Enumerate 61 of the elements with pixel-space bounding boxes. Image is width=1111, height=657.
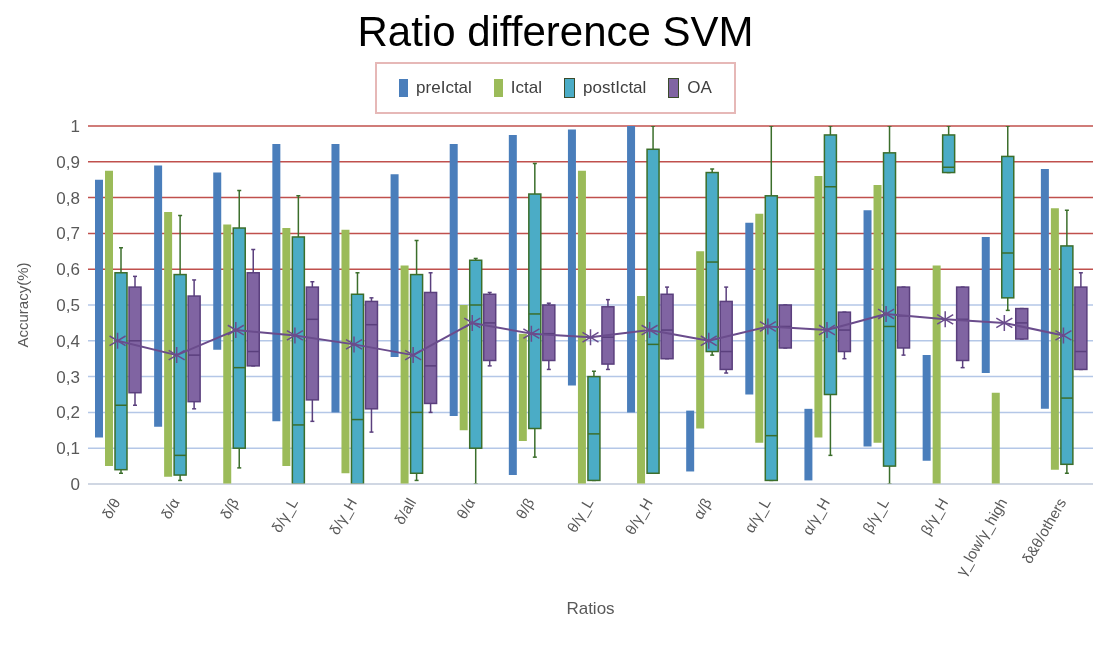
y-tick-label: 0,9 xyxy=(56,152,80,172)
point xyxy=(522,324,541,343)
bar xyxy=(981,236,990,374)
bar xyxy=(272,143,281,422)
legend-label: Ictal xyxy=(509,78,543,98)
y-tick-label: 0,1 xyxy=(56,439,80,459)
y-tick-label: 0,3 xyxy=(56,367,80,387)
bar xyxy=(991,392,1000,484)
y-tick-label: 0,4 xyxy=(56,331,80,351)
x-tick-label: δ/β xyxy=(216,494,243,522)
bar xyxy=(213,172,222,350)
y-tick-label: 0,2 xyxy=(56,403,80,423)
legend-label: postIctal xyxy=(582,78,647,98)
x-axis-title: Ratios xyxy=(566,599,615,618)
point xyxy=(108,332,127,350)
bar xyxy=(1040,168,1049,409)
bar xyxy=(567,129,576,386)
point xyxy=(699,332,718,350)
point xyxy=(995,314,1014,332)
legend-label: preIctal xyxy=(415,78,472,98)
point xyxy=(581,328,600,346)
y-tick-label: 0,8 xyxy=(56,188,80,208)
y-tick-label: 0,5 xyxy=(56,296,80,316)
bar xyxy=(577,170,586,484)
bar xyxy=(932,265,941,484)
x-tick-label: θ/β xyxy=(512,494,538,522)
point xyxy=(167,346,186,364)
bar xyxy=(686,410,695,472)
point xyxy=(463,314,482,332)
point xyxy=(286,326,304,345)
x-tick-label: θ/α xyxy=(452,494,479,522)
bar xyxy=(508,134,517,476)
bar xyxy=(804,408,813,481)
y-tick-label: 0,7 xyxy=(56,224,80,244)
legend-label: OA xyxy=(686,78,712,98)
point xyxy=(1054,326,1073,345)
bar xyxy=(95,179,103,438)
bar xyxy=(390,174,399,357)
point xyxy=(936,310,954,329)
bar xyxy=(627,126,636,413)
y-tick-label: 0,6 xyxy=(56,260,80,280)
point xyxy=(345,335,363,354)
bar xyxy=(331,143,340,413)
x-tick-label: δ/α xyxy=(157,494,183,522)
chart-title: Ratio difference SVM xyxy=(356,8,755,56)
y-axis-title: Accuracy(%) xyxy=(14,262,32,348)
y-tick-label: 0 xyxy=(70,475,80,495)
point xyxy=(227,321,245,339)
bar xyxy=(154,165,163,427)
bar xyxy=(863,210,872,447)
point xyxy=(404,346,422,364)
bar xyxy=(745,222,754,395)
point xyxy=(759,317,777,336)
point xyxy=(640,321,659,339)
point xyxy=(877,305,895,323)
x-tick-label: α/β xyxy=(689,494,715,523)
y-tick-label: 1 xyxy=(70,117,80,137)
bar xyxy=(922,355,931,461)
x-tick-label: δ/θ xyxy=(98,494,124,522)
bar xyxy=(449,143,458,416)
point xyxy=(818,321,836,339)
